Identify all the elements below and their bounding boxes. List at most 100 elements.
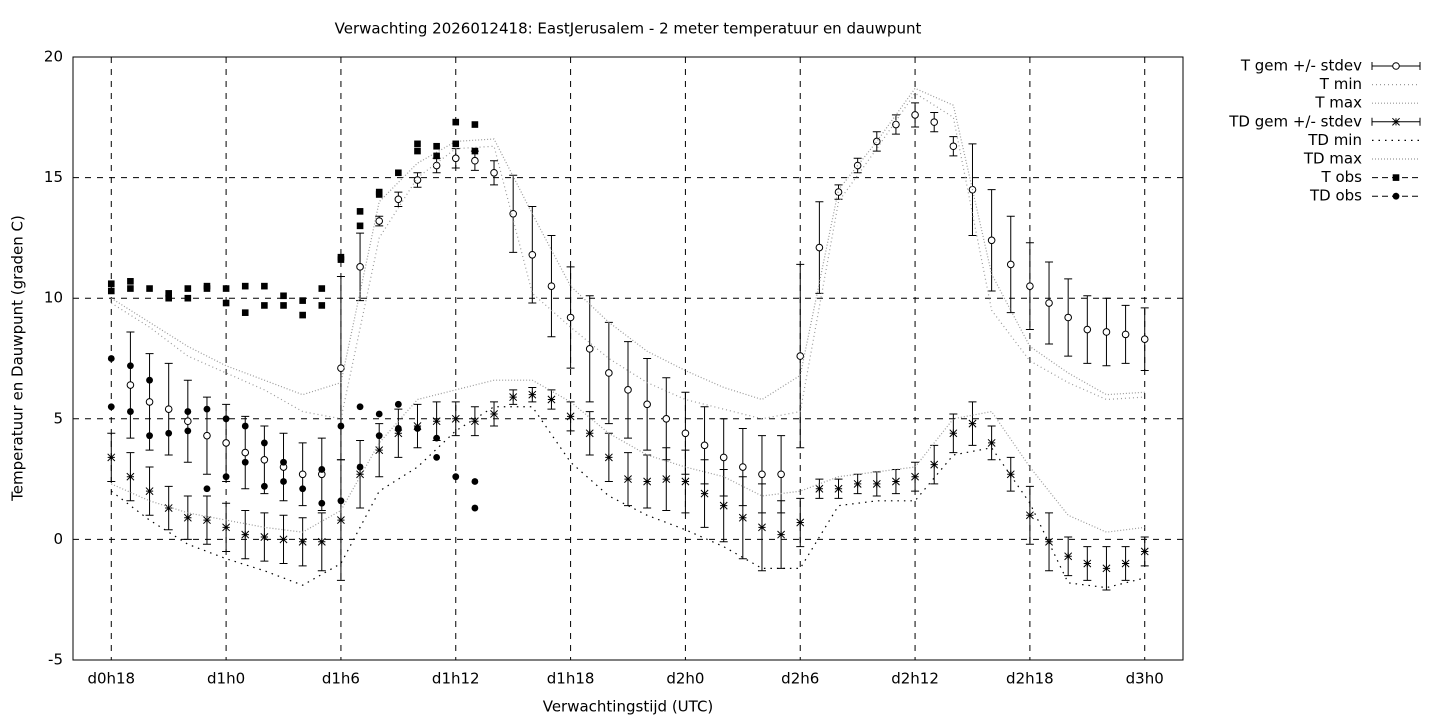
marker-dot (433, 434, 441, 442)
marker-square (222, 285, 230, 292)
x-tick-label: d1h0 (207, 670, 245, 688)
marker-star (853, 479, 862, 488)
marker-star (700, 489, 709, 498)
marker-star (298, 537, 307, 546)
marker-star (356, 470, 365, 479)
marker-dot (452, 473, 460, 481)
y-tick-label: 15 (44, 168, 63, 186)
x-tick-label: d1h6 (322, 670, 360, 688)
x-tick-label: d2h0 (666, 670, 704, 688)
marker-star (719, 501, 728, 510)
marker-dot (107, 403, 115, 411)
marker-square (127, 285, 134, 292)
marker-star (126, 472, 135, 481)
marker-dot (318, 499, 326, 507)
marker-dot (203, 405, 211, 413)
marker-star (815, 484, 824, 493)
marker-star (509, 393, 518, 402)
marker-star (222, 523, 231, 532)
marker-dot (414, 425, 421, 432)
marker-square (471, 147, 479, 155)
marker-star (777, 530, 786, 539)
marker-star (1140, 547, 1149, 556)
marker-dot (318, 466, 326, 473)
marker-circle (815, 243, 824, 252)
marker-square (127, 278, 134, 285)
marker-circle (1140, 335, 1149, 344)
marker-circle (681, 429, 690, 438)
marker-square (299, 311, 306, 319)
marker-star (145, 487, 154, 496)
y-tick-label: -5 (48, 651, 63, 669)
marker-square (241, 282, 249, 290)
legend-label: TD max (1303, 150, 1362, 168)
marker-square (280, 302, 287, 309)
marker-square (261, 282, 268, 290)
marker-circle (719, 453, 728, 462)
marker-star (1121, 559, 1130, 568)
marker-dot (127, 362, 134, 370)
marker-dot (471, 504, 479, 512)
marker-star (394, 429, 403, 438)
marker-star (547, 395, 556, 404)
marker-circle (145, 398, 154, 406)
marker-square (107, 280, 115, 288)
x-tick-label: d2h12 (891, 670, 939, 688)
marker-circle (739, 463, 747, 471)
marker-star (949, 429, 958, 438)
marker-star (968, 419, 977, 428)
y-tick-label: 5 (53, 409, 63, 427)
marker-circle (1102, 328, 1111, 336)
marker-circle (471, 156, 479, 165)
marker-dot (337, 422, 345, 430)
marker-square (433, 142, 440, 150)
marker-square (356, 222, 364, 230)
marker-star (891, 477, 900, 486)
marker-circle (1026, 282, 1034, 290)
marker-square (433, 152, 440, 160)
legend-label: T obs (1321, 168, 1363, 186)
marker-star (1025, 511, 1034, 520)
marker-circle (528, 250, 537, 259)
marker-square (280, 292, 287, 300)
marker-dot (356, 403, 364, 411)
marker-circle (777, 470, 785, 479)
y-tick-label: 20 (44, 48, 63, 66)
marker-square (107, 287, 115, 295)
marker-star (107, 453, 116, 462)
marker-square (184, 294, 192, 302)
marker-circle (796, 352, 805, 360)
marker-square (318, 302, 326, 309)
marker-dot (203, 485, 211, 493)
marker-square (356, 208, 364, 215)
marker-star (872, 479, 881, 488)
marker-dot (184, 427, 192, 435)
marker-star (1045, 537, 1053, 546)
marker-circle (356, 263, 364, 271)
marker-dot (375, 432, 383, 440)
legend-item: TD obs (1309, 187, 1420, 205)
marker-circle (930, 118, 939, 126)
marker-star (987, 438, 996, 447)
marker-dot (394, 400, 402, 408)
marker-dot (146, 376, 153, 384)
marker-star (1083, 559, 1092, 568)
marker-square (222, 299, 230, 307)
marker-circle (164, 405, 173, 413)
marker-square (395, 169, 402, 177)
legend-marker (1392, 192, 1400, 200)
legend-item: T gem +/- stdev (1240, 57, 1421, 75)
marker-square (452, 118, 460, 126)
marker-dot (260, 439, 268, 447)
marker-square (318, 285, 326, 292)
marker-star (164, 504, 173, 512)
marker-square (203, 285, 211, 292)
marker-dot (375, 410, 383, 418)
marker-square (414, 140, 421, 148)
marker-square (375, 191, 383, 198)
marker-dot (127, 408, 134, 415)
range-line (110, 87, 1145, 401)
marker-circle (1121, 330, 1130, 339)
y-tick-label: 0 (53, 530, 63, 548)
marker-circle (1006, 260, 1015, 269)
